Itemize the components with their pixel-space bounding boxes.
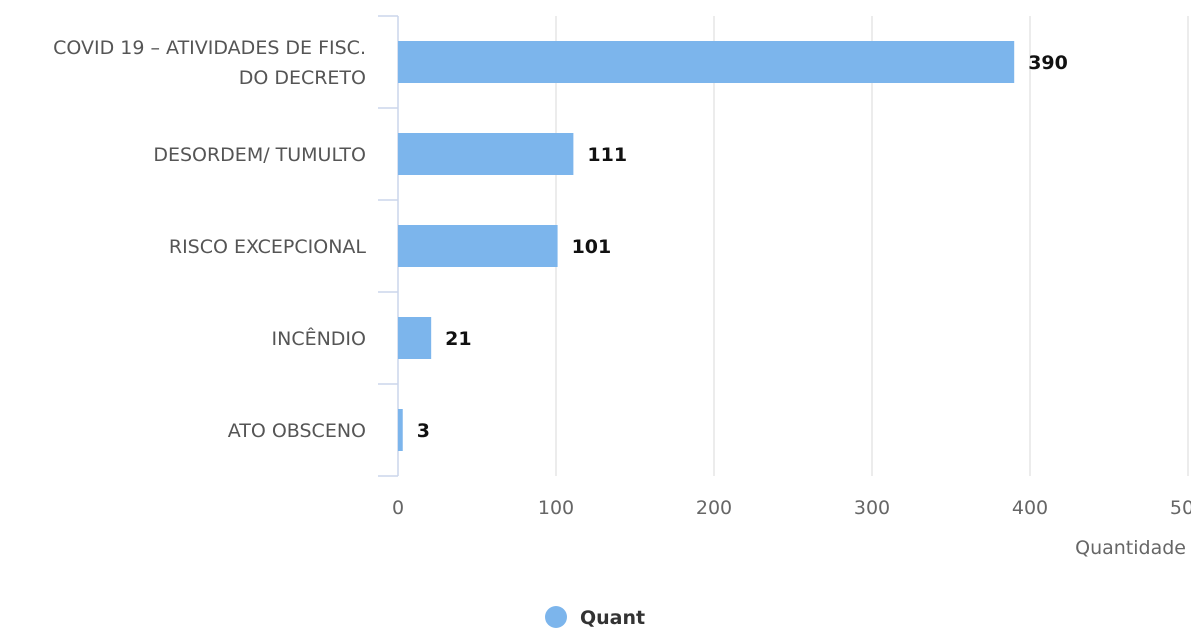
data-label: 390 <box>1028 52 1068 74</box>
x-tick-label: 400 <box>1012 497 1048 519</box>
data-label: 111 <box>587 144 627 166</box>
category-label: RISCO EXCEPCIONAL <box>169 236 367 258</box>
data-label: 21 <box>445 328 471 350</box>
y-axis <box>378 15 399 477</box>
category-labels: COVID 19 – ATIVIDADES DE FISC. DO DECRETO… <box>53 37 366 442</box>
category-label: DO DECRETO <box>239 67 366 89</box>
data-label: 101 <box>572 236 612 258</box>
bar[interactable] <box>398 225 558 267</box>
x-tick-label: 500 <box>1170 497 1191 519</box>
bar[interactable] <box>398 41 1015 83</box>
data-label: 3 <box>417 420 430 442</box>
bar[interactable] <box>398 133 574 175</box>
data-labels: 390 111 101 21 3 <box>417 52 1068 442</box>
x-axis-tick-labels: 0 100 200 300 400 500 <box>392 497 1191 519</box>
x-tick-label: 0 <box>392 497 404 519</box>
grid-lines <box>555 16 1189 476</box>
x-tick-label: 100 <box>538 497 574 519</box>
legend[interactable]: Quant <box>545 606 645 629</box>
legend-marker[interactable] <box>545 606 567 628</box>
x-tick-label: 200 <box>696 497 732 519</box>
bar[interactable] <box>398 317 432 359</box>
x-tick-label: 300 <box>854 497 890 519</box>
bar[interactable] <box>398 409 403 451</box>
bars <box>398 41 1015 451</box>
category-label: INCÊNDIO <box>272 327 367 350</box>
category-label: DESORDEM/ TUMULTO <box>153 144 366 166</box>
legend-label[interactable]: Quant <box>580 607 645 629</box>
category-label: COVID 19 – ATIVIDADES DE FISC. <box>53 37 366 59</box>
category-label: ATO OBSCENO <box>228 420 366 442</box>
x-axis-title: Quantidade <box>1075 537 1186 559</box>
